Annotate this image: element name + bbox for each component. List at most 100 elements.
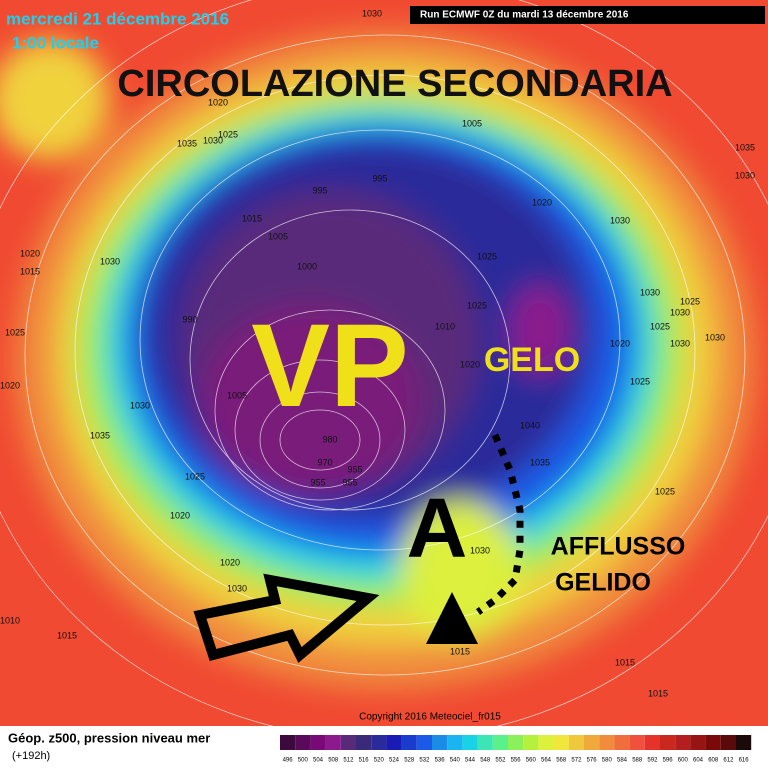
isobar-label: 1025 [680,296,700,306]
isobar-label: 990 [182,314,197,324]
arrow [193,573,380,663]
copyright: Copyright 2016 Meteociel_fr015 [359,712,501,723]
color-swatch [371,735,387,750]
title: CIRCOLAZIONE SECONDARIA [117,63,672,105]
color-swatch [280,735,296,750]
isobar-label: 1030 [470,545,490,555]
isobar-label: 1030 [130,400,150,410]
isobar-label: 1035 [735,142,755,152]
legend-label: 532 [419,758,430,764]
color-swatch [660,735,676,750]
color-swatch [599,735,615,750]
isobar-label: 1015 [57,630,77,640]
isobar-label: 995 [312,185,327,195]
legend-label: 516 [359,758,370,764]
inflow-label: AFFLUSSO [551,533,686,561]
isobar-label: 1030 [705,332,725,342]
isobar-label: 1030 [227,583,247,593]
date: mercredi 21 décembre 2016 [6,9,229,28]
isobar-label: 1015 [242,213,262,223]
legend-label: 548 [480,758,491,764]
legend-label: 544 [465,758,476,764]
isobar-label: 1025 [185,471,205,481]
isobar-label: 1030 [100,256,120,266]
colorbar: 496 500 504 508 512 516 520 524 528 532 536 540 544 5… [280,735,752,764]
legend-label: 612 [723,758,734,764]
isobar-label: 1005 [227,390,247,400]
color-swatch [340,735,356,750]
run-box [410,6,765,24]
field [0,0,768,726]
color-swatch [568,735,584,750]
legend-label: 512 [343,758,354,764]
legend-label: 504 [313,758,324,764]
anticyclone-label: A [407,481,468,575]
color-swatch [477,735,493,750]
color-swatch [401,735,417,750]
isobar-label: 1025 [467,300,487,310]
color-swatch [447,735,463,750]
color-swatch [356,735,372,750]
legend-label: 572 [571,758,582,764]
isobar-label: 1035 [90,430,110,440]
isobar-label: 1035 [177,138,197,148]
isobar-label: 1030 [610,215,630,225]
isobar-label: 1025 [650,321,670,331]
color-swatch [736,735,752,750]
legend-label: 524 [389,758,400,764]
color-swatch [705,735,721,750]
isobar-label: 1010 [0,615,20,625]
color-swatch [386,735,402,750]
color-swatch [644,735,660,750]
isobar-label: 1020 [460,359,480,369]
isobar-label: 1020 [532,197,552,207]
isobar-label: 970 [317,457,332,467]
color-swatch [675,735,691,750]
footer-title: Géop. z500, pression niveau mer [8,730,210,745]
color-swatch [523,735,539,750]
isobar-label: 1025 [477,251,497,261]
isobar-label: 1025 [5,327,25,337]
isobar-label: 1020 [170,510,190,520]
isobar-label: 1005 [462,118,482,128]
legend-label: 600 [678,758,689,764]
color-swatch [614,735,630,750]
legend-label: 588 [632,758,643,764]
isobar-label: 1015 [615,657,635,667]
legend-label: 560 [526,758,537,764]
isobar-label: 1030 [735,170,755,180]
legend-label: 568 [556,758,567,764]
legend-label: 500 [298,758,309,764]
isobar-label: 1020 [0,380,20,390]
legend-label: 592 [647,758,658,764]
legend-label: 536 [435,758,446,764]
legend-label: 580 [602,758,613,764]
legend-label: 616 [739,758,750,764]
color-swatch [508,735,524,750]
isobar-label: 1015 [450,646,470,656]
inflow-label: GELIDO [555,569,651,597]
isobar-label: 955 [342,477,357,487]
isobar-label: 1030 [640,287,660,297]
isobar-label: 955 [310,477,325,487]
legend-label: 556 [511,758,522,764]
color-swatch [325,735,341,750]
color-swatch [295,735,311,750]
isobar-label: 1030 [670,338,690,348]
color-swatch [432,735,448,750]
color-swatch [492,735,508,750]
color-swatch [553,735,569,750]
isobar-label: 1000 [297,261,317,271]
isobar-label: 1030 [670,307,690,317]
isobar-label: 1015 [648,688,668,698]
legend-label: 608 [708,758,719,764]
legend-label: 564 [541,758,552,764]
isobar-label: 1020 [20,248,40,258]
time: 1:00 locale [12,33,99,52]
legend-label: 540 [450,758,461,764]
isobar-label: 1005 [268,231,288,241]
legend-label: 604 [693,758,704,764]
legend-label: 596 [663,758,674,764]
color-swatch [462,735,478,750]
legend-label: 496 [283,758,294,764]
